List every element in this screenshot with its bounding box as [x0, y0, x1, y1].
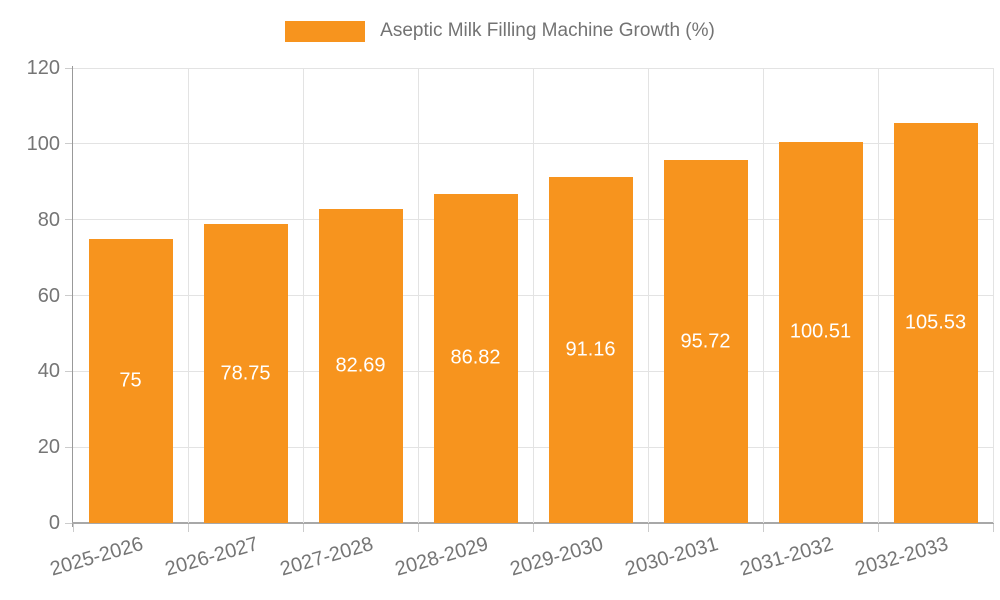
bar-value-label: 82.69 [335, 354, 386, 377]
bar-2026-2027[interactable]: 78.75 [203, 224, 288, 523]
x-tick-mark [302, 524, 304, 532]
vertical-gridline [877, 68, 879, 523]
x-tick-mark [647, 524, 649, 532]
vertical-gridline [187, 68, 189, 523]
bar-value-label: 95.72 [680, 330, 731, 353]
x-tick-mark [187, 524, 189, 532]
x-tick-mark [532, 524, 534, 532]
x-tick-mark [877, 524, 879, 532]
x-category-label-text: 2027-2028 [277, 533, 376, 581]
bar-2029-2030[interactable]: 91.16 [548, 177, 633, 523]
y-tick-label: 60 [37, 284, 60, 307]
x-category-label-text: 2025-2026 [47, 533, 146, 581]
x-tick-mark [762, 524, 764, 532]
bar-2027-2028[interactable]: 82.69 [318, 209, 403, 523]
bar-value-label: 100.51 [789, 320, 852, 343]
x-category-label-text: 2030-2031 [622, 533, 721, 581]
y-tick-label: 40 [37, 360, 60, 383]
legend-swatch-icon [285, 20, 366, 42]
bar-value-label: 75 [119, 369, 142, 392]
x-category-label-text: 2031-2032 [737, 533, 836, 581]
x-category-label-text: 2028-2029 [392, 533, 491, 581]
bar-2025-2026[interactable]: 75 [88, 238, 173, 523]
y-tick-label: 120 [26, 57, 60, 79]
bar-value-label: 105.53 [904, 311, 967, 334]
vertical-gridline [302, 68, 304, 523]
vertical-gridline [762, 68, 764, 523]
bar-value-label: 91.16 [565, 338, 616, 361]
plot-area: 75 78.75 82.69 86.82 91.16 95.72 100.51 105.53 [73, 67, 994, 523]
legend-label: Aseptic Milk Filling Machine Growth (%) [380, 20, 715, 41]
legend[interactable]: Aseptic Milk Filling Machine Growth (%) [0, 20, 1000, 42]
x-tick-mark [992, 524, 994, 532]
vertical-gridline [992, 68, 994, 523]
y-tick-mark [65, 446, 72, 448]
y-tick-label: 20 [37, 436, 60, 459]
vertical-gridline [532, 68, 534, 523]
vertical-gridline [417, 68, 419, 523]
y-tick-mark [65, 295, 72, 296]
bar-value-label: 86.82 [450, 346, 501, 369]
x-tick-mark [417, 524, 419, 532]
x-tick-mark [72, 524, 74, 532]
bar-2030-2031[interactable]: 95.72 [663, 160, 748, 523]
bar-value-label: 78.75 [220, 362, 271, 385]
y-tick-label: 100 [26, 132, 60, 155]
y-tick-mark [65, 522, 72, 524]
y-tick-label: 0 [48, 512, 60, 534]
y-tick-mark [65, 143, 72, 145]
y-tick-label: 80 [37, 208, 60, 231]
x-axis-line [72, 522, 994, 524]
y-axis-line [72, 66, 73, 527]
y-tick-mark [65, 219, 72, 221]
y-tick-mark [65, 370, 72, 372]
vertical-gridline [647, 68, 649, 523]
bar-2031-2032[interactable]: 100.51 [778, 141, 863, 523]
bar-2032-2033[interactable]: 105.53 [893, 122, 978, 523]
bar-2028-2029[interactable]: 86.82 [433, 193, 518, 523]
x-category-label-text: 2029-2030 [507, 533, 606, 581]
x-category-label-text: 2026-2027 [162, 533, 261, 581]
y-tick-mark [65, 67, 72, 69]
x-category-label-text: 2032-2033 [852, 533, 951, 581]
